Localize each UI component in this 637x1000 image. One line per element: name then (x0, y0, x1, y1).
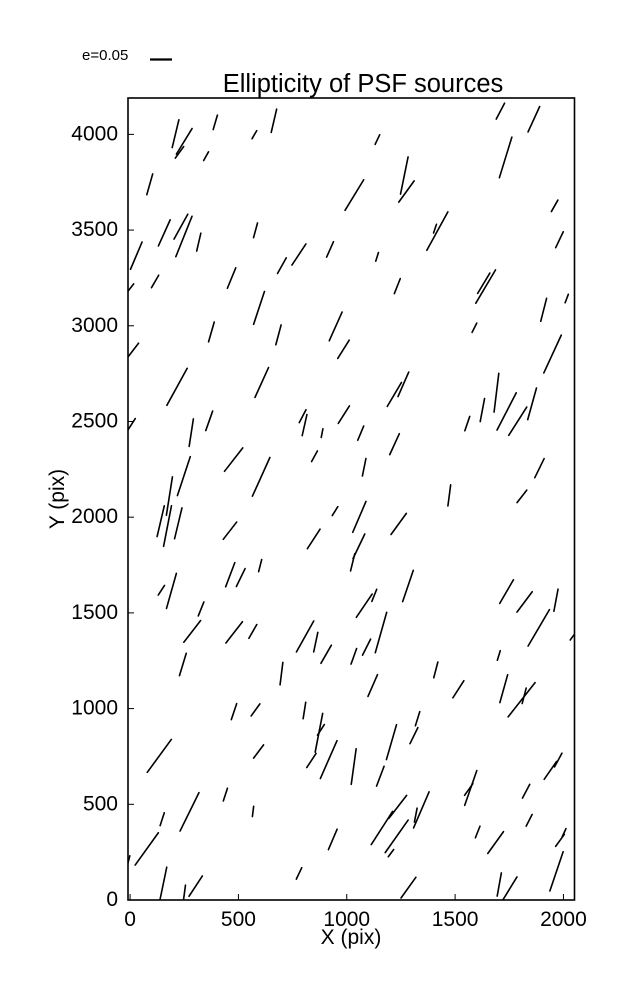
svg-text:0: 0 (106, 888, 118, 911)
svg-text:2500: 2500 (71, 409, 118, 432)
svg-text:1500: 1500 (432, 908, 479, 931)
svg-text:Ellipticity of PSF sources: Ellipticity of PSF sources (223, 70, 504, 98)
svg-text:e=0.05: e=0.05 (82, 47, 128, 64)
svg-text:2000: 2000 (71, 505, 118, 528)
svg-text:500: 500 (83, 792, 118, 815)
svg-text:X (pix): X (pix) (321, 926, 382, 949)
svg-text:Y (pix): Y (pix) (46, 469, 69, 529)
svg-text:1000: 1000 (71, 697, 118, 720)
svg-text:3000: 3000 (71, 314, 118, 337)
svg-text:4000: 4000 (71, 122, 118, 145)
svg-text:0: 0 (124, 908, 136, 931)
svg-text:500: 500 (221, 908, 256, 931)
svg-text:2000: 2000 (540, 908, 587, 931)
svg-text:3500: 3500 (71, 218, 118, 241)
svg-text:1500: 1500 (71, 601, 118, 624)
